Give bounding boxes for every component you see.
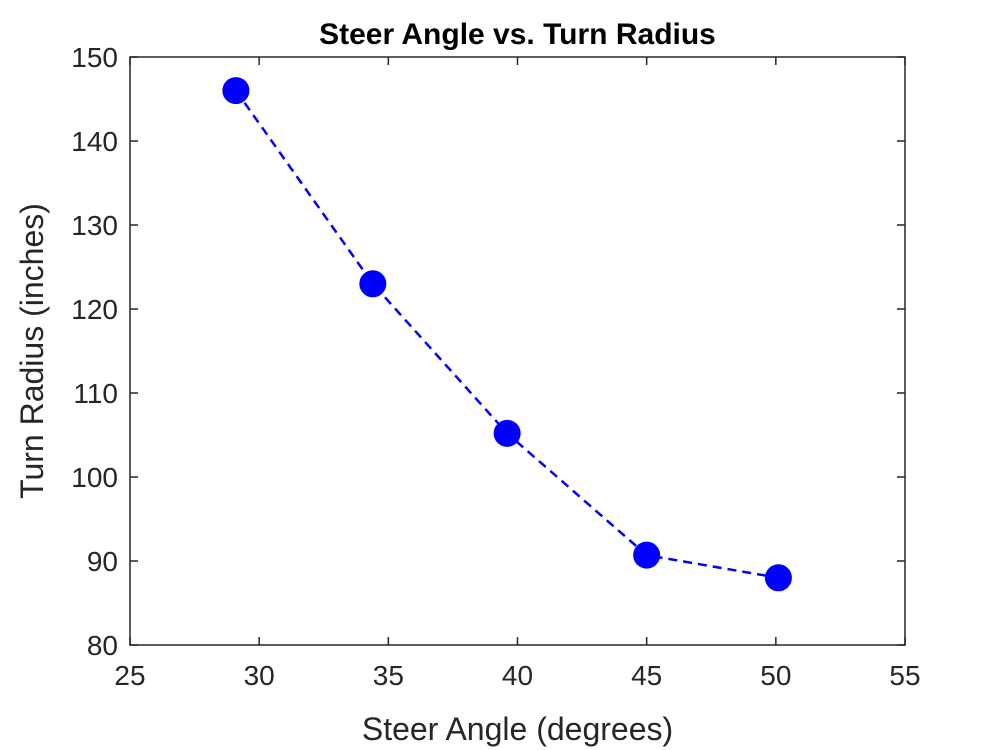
y-tick-label: 120 — [71, 294, 118, 325]
y-tick-label: 150 — [71, 42, 118, 73]
x-tick-label: 30 — [244, 660, 275, 691]
x-tick-label: 40 — [502, 660, 533, 691]
y-tick-label: 90 — [87, 546, 118, 577]
x-tick-label: 25 — [114, 660, 145, 691]
y-axis-label: Turn Radius (inches) — [14, 203, 50, 499]
x-tick-label: 50 — [760, 660, 791, 691]
y-tick-label: 140 — [71, 126, 118, 157]
data-point — [359, 270, 387, 298]
tick-labels-layer: 25 30 35 40 45 50 55 80 90 100 110 120 130 140 150 — [71, 42, 920, 691]
y-tick-label: 130 — [71, 210, 118, 241]
data-point — [764, 564, 792, 592]
chart-title: Steer Angle vs. Turn Radius — [319, 18, 716, 51]
axes-box — [129, 56, 906, 646]
x-axis-label: Steer Angle (degrees) — [362, 711, 673, 747]
x-tick-label: 35 — [373, 660, 404, 691]
y-tick-label: 100 — [71, 462, 118, 493]
plot-area — [130, 57, 905, 645]
data-point — [222, 77, 250, 105]
y-tick-label: 110 — [73, 378, 118, 409]
y-tick-label: 80 — [87, 630, 118, 661]
series-layer — [222, 77, 792, 592]
x-tick-label: 55 — [889, 660, 920, 691]
data-point — [493, 419, 521, 447]
data-point — [633, 541, 661, 569]
x-tick-label: 45 — [631, 660, 662, 691]
